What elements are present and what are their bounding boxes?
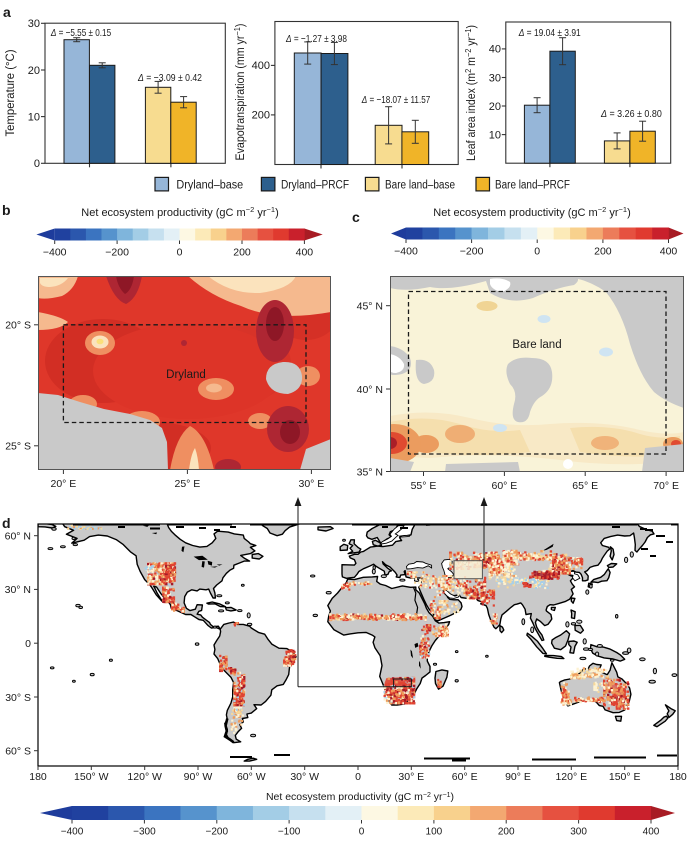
svg-text:20: 20: [489, 101, 501, 113]
svg-text:400: 400: [296, 247, 314, 259]
svg-text:Δ = −3.09 ± 0.42: Δ = −3.09 ± 0.42: [137, 72, 202, 84]
svg-text:400: 400: [660, 246, 678, 258]
svg-text:400: 400: [252, 60, 270, 72]
svg-text:0: 0: [534, 246, 540, 258]
svg-text:Δ = −5.55 ± 0.15: Δ = −5.55 ± 0.15: [50, 27, 111, 39]
svg-text:Dryland: Dryland: [166, 369, 206, 381]
svg-text:60° E: 60° E: [491, 480, 517, 492]
svg-text:70° E: 70° E: [653, 480, 679, 492]
svg-text:65° E: 65° E: [572, 480, 598, 492]
svg-text:c: c: [352, 209, 360, 225]
svg-text:Δ = 19.04 ± 3.91: Δ = 19.04 ± 3.91: [518, 27, 581, 39]
svg-text:Leaf area index (m2 m−2 yr−1): Leaf area index (m2 m−2 yr−1): [464, 25, 479, 161]
svg-text:20° E: 20° E: [50, 478, 76, 490]
svg-text:Temperature (°C): Temperature (°C): [5, 49, 17, 136]
svg-text:−400: −400: [394, 246, 418, 258]
svg-text:0: 0: [34, 158, 40, 170]
svg-text:30: 30: [28, 18, 40, 30]
svg-text:Evapotranspiration (mm yr−1): Evapotranspiration (mm yr−1): [233, 23, 248, 160]
svg-text:25° S: 25° S: [5, 441, 31, 453]
svg-text:b: b: [2, 202, 11, 218]
svg-text:Bare land–base: Bare land–base: [385, 180, 455, 192]
svg-text:−200: −200: [460, 246, 484, 258]
svg-text:Δ = −1.27 ± 3.98: Δ = −1.27 ± 3.98: [285, 33, 347, 45]
svg-text:20: 20: [28, 65, 40, 77]
svg-text:d: d: [2, 515, 11, 531]
svg-text:30: 30: [489, 72, 501, 84]
svg-text:−400: −400: [43, 247, 67, 259]
svg-text:Dryland–PRCF: Dryland–PRCF: [281, 180, 349, 192]
svg-text:40° N: 40° N: [357, 384, 383, 396]
svg-text:Bare land: Bare land: [512, 339, 561, 351]
svg-text:Δ = 3.26 ± 0.80: Δ = 3.26 ± 0.80: [600, 108, 662, 120]
svg-text:Dryland–base: Dryland–base: [176, 180, 243, 192]
svg-text:30° E: 30° E: [298, 478, 324, 490]
svg-text:a: a: [3, 4, 11, 20]
svg-text:45° N: 45° N: [357, 301, 383, 313]
svg-text:Bare land–PRCF: Bare land–PRCF: [495, 180, 570, 192]
svg-text:10: 10: [28, 111, 40, 123]
svg-text:55° E: 55° E: [411, 480, 437, 492]
svg-text:200: 200: [233, 247, 251, 259]
svg-text:200: 200: [252, 110, 270, 122]
svg-text:35° N: 35° N: [357, 466, 383, 478]
svg-text:200: 200: [594, 246, 612, 258]
svg-text:−200: −200: [105, 247, 129, 259]
svg-text:40: 40: [489, 44, 501, 56]
svg-text:Δ = −18.07 ± 11.57: Δ = −18.07 ± 11.57: [361, 94, 430, 106]
svg-text:0: 0: [177, 247, 183, 259]
svg-text:10: 10: [489, 129, 501, 141]
svg-text:20° S: 20° S: [5, 320, 31, 332]
svg-text:25° E: 25° E: [174, 478, 200, 490]
